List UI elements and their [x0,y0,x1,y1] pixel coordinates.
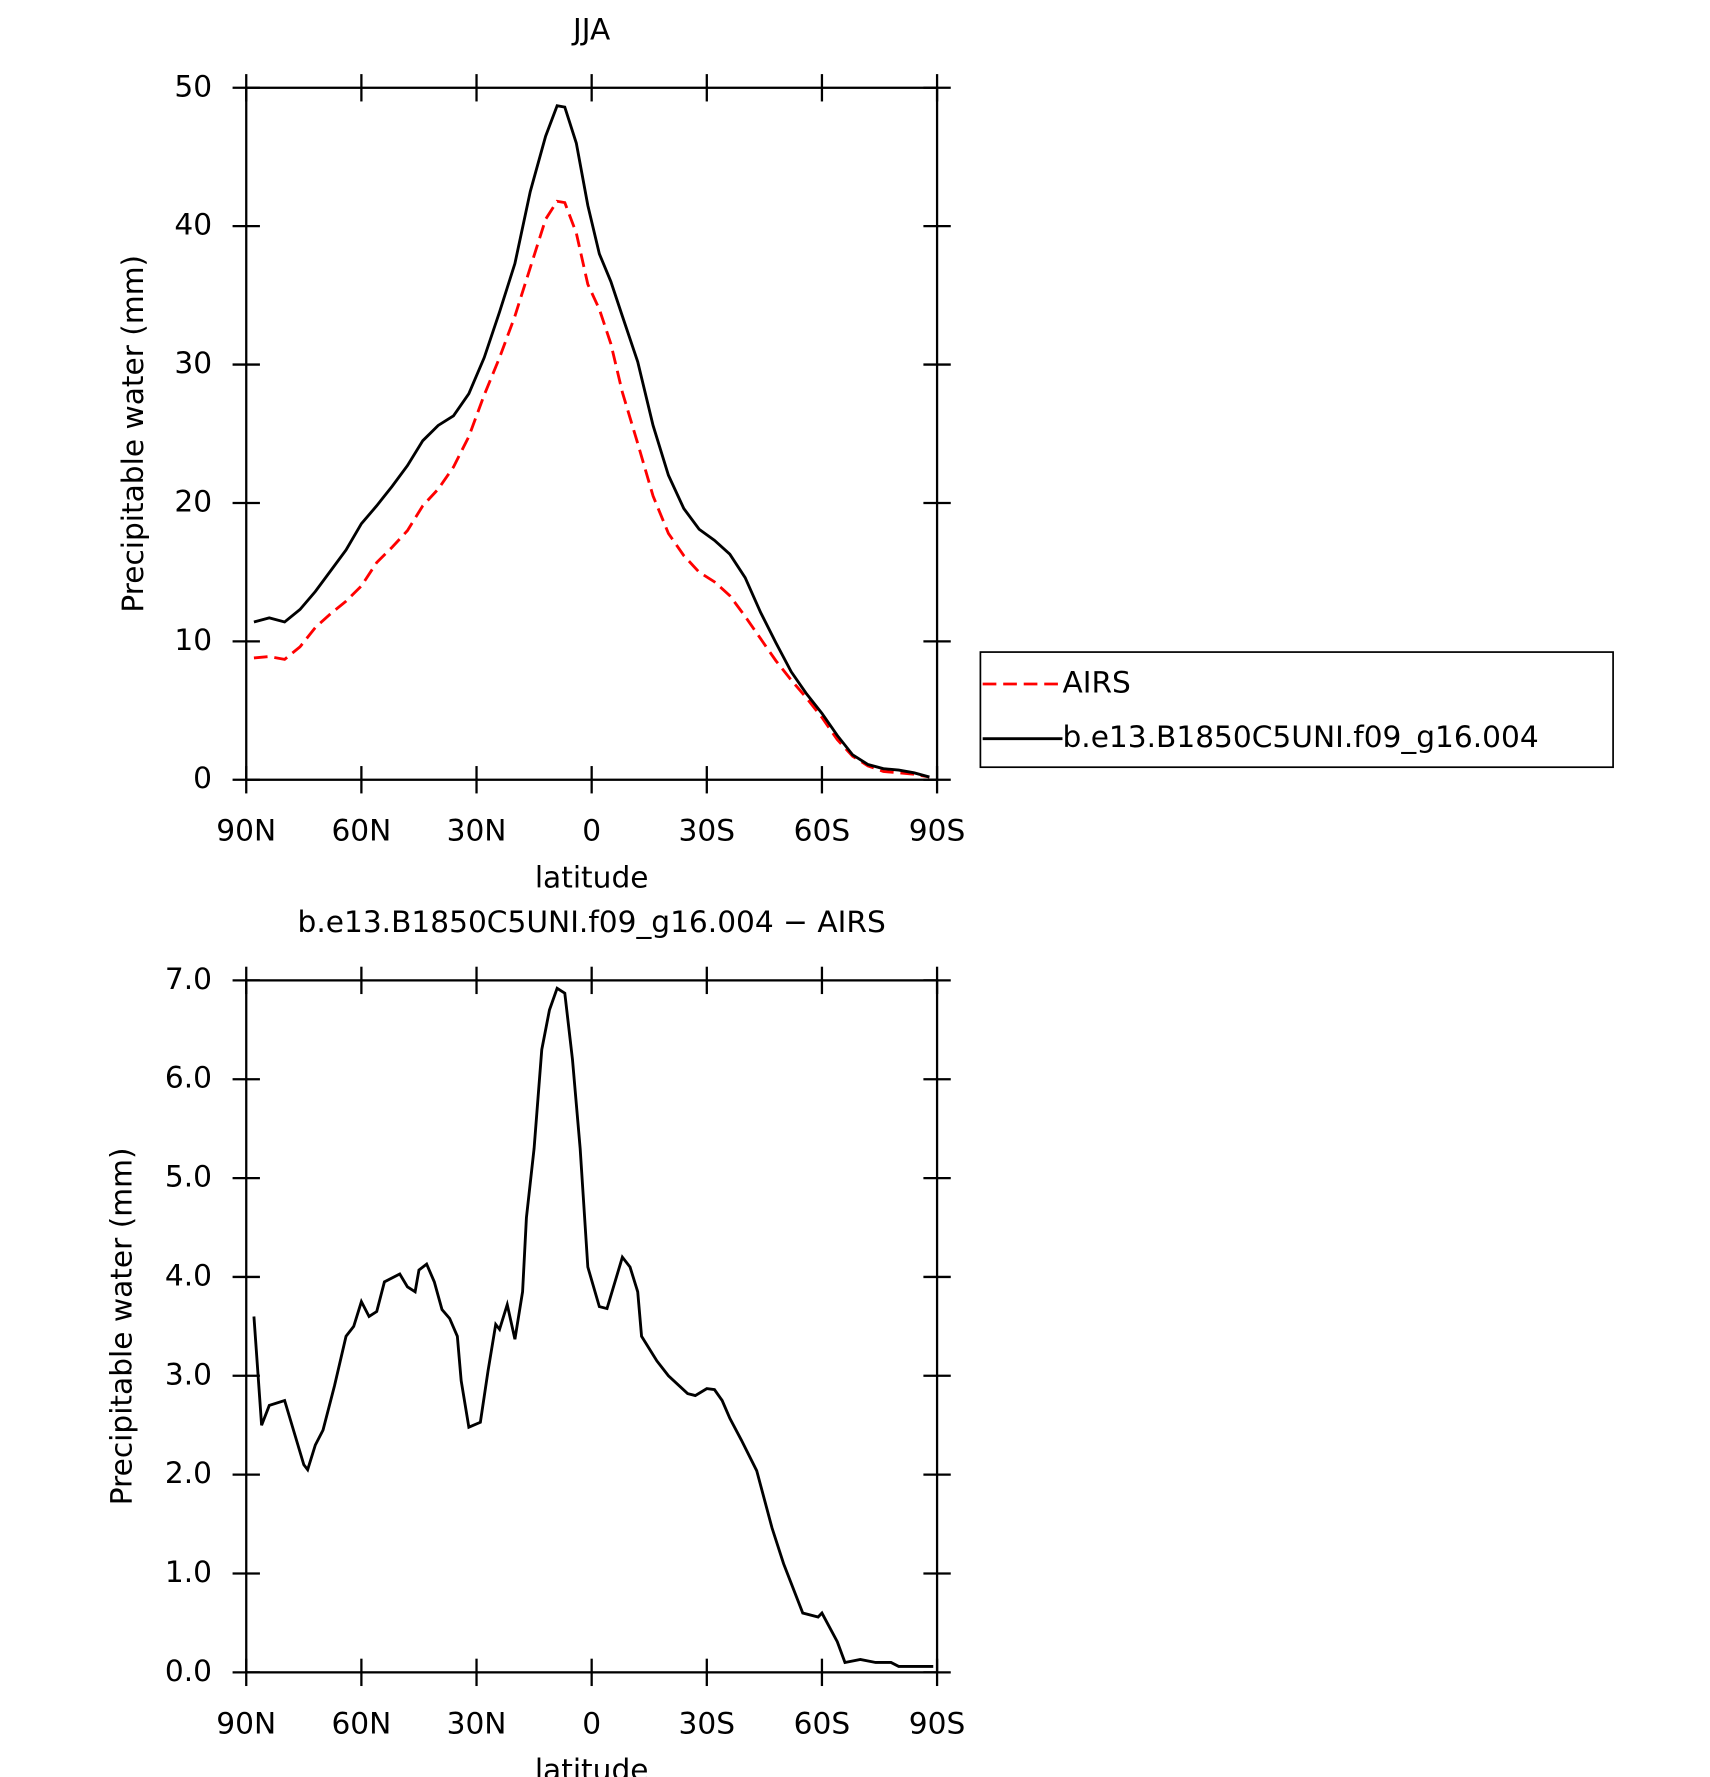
x-tick-label: 60N [331,1705,391,1740]
plot-frame [245,979,939,1674]
y-tick-label: 10 [174,622,212,657]
legend-label: b.e13.B1850C5UNI.f09_g16.004 [1062,719,1538,754]
x-tick-label: 90N [216,813,276,848]
y-tick-label: 4.0 [165,1257,212,1292]
x-tick-label: 30N [447,813,507,848]
chart-title: b.e13.B1850C5UNI.f09_g16.004 − AIRS [298,904,886,939]
plot-frame [245,86,939,781]
y-tick-label: 20 [174,483,212,518]
y-tick-label: 0.0 [165,1653,212,1688]
y-tick-label: 2.0 [165,1455,212,1490]
chart-title: JJA [571,11,611,46]
x-tick-label: 30N [447,1705,507,1740]
legend-box [979,651,1614,769]
y-tick-label: 6.0 [165,1060,212,1095]
legend-label: AIRS [1062,664,1130,699]
y-tick-label: 3.0 [165,1356,212,1391]
x-axis-label: latitude [535,859,649,894]
x-tick-label: 30S [679,1705,736,1740]
y-tick-label: 30 [174,345,212,380]
y-tick-label: 40 [174,207,212,242]
y-tick-label: 5.0 [165,1159,212,1194]
x-tick-label: 60S [794,1705,851,1740]
x-tick-label: 90S [909,1705,966,1740]
y-tick-label: 0 [193,760,212,795]
x-tick-label: 60S [794,813,851,848]
y-axis-label: Precipitable water (mm) [104,1147,139,1505]
y-tick-label: 7.0 [165,961,212,996]
x-tick-label: 90N [216,1705,276,1740]
y-tick-label: 1.0 [165,1554,212,1589]
y-tick-label: 50 [174,68,212,103]
data-line [253,104,930,779]
x-tick-label: 60N [331,813,391,848]
y-axis-label: Precipitable water (mm) [115,255,150,613]
x-tick-label: 30S [679,813,736,848]
data-line [253,199,930,779]
x-tick-label: 0 [582,1705,601,1740]
x-tick-label: 0 [582,813,601,848]
data-line [252,986,934,1668]
x-tick-label: 90S [909,813,966,848]
x-axis-label: latitude [535,1752,649,1777]
